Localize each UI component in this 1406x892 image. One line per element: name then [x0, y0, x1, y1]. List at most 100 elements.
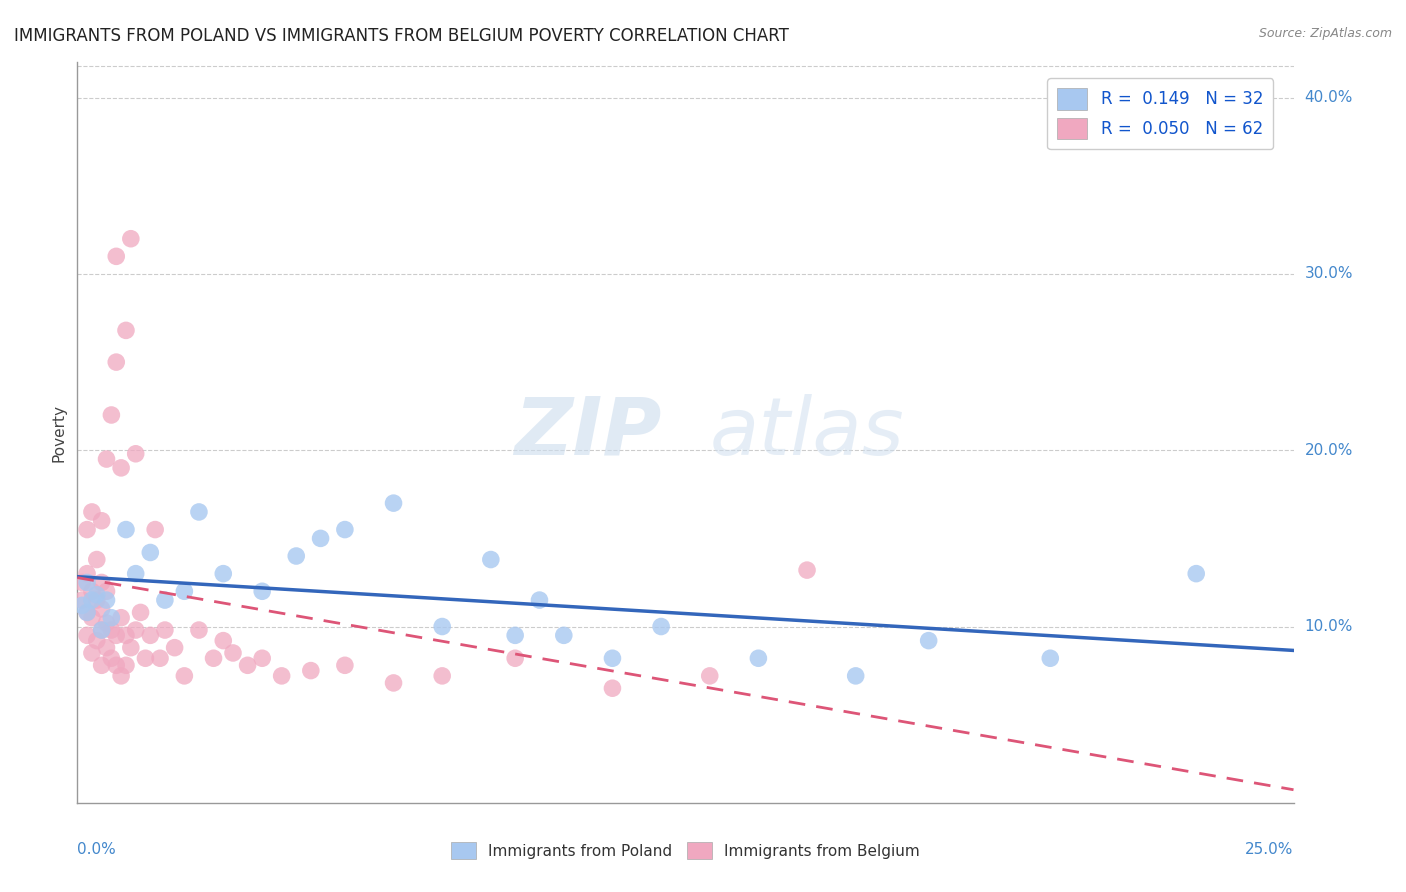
Point	[503, 628, 526, 642]
Point	[70, 599, 93, 613]
Point	[188, 505, 211, 519]
Point	[202, 651, 225, 665]
Point	[96, 615, 118, 630]
Text: 25.0%: 25.0%	[1246, 842, 1294, 856]
Point	[430, 619, 453, 633]
Point	[86, 593, 108, 607]
Point	[80, 593, 103, 607]
Point	[212, 566, 235, 581]
Point	[333, 658, 356, 673]
Point	[163, 640, 186, 655]
Point	[115, 323, 138, 337]
Point	[139, 628, 162, 642]
Point	[134, 651, 156, 665]
Point	[80, 646, 103, 660]
Point	[70, 575, 93, 590]
Text: 0.0%: 0.0%	[77, 842, 117, 856]
Point	[153, 623, 176, 637]
Point	[96, 593, 118, 607]
Point	[100, 651, 122, 665]
Point	[333, 523, 356, 537]
Point	[149, 651, 172, 665]
Point	[129, 606, 152, 620]
Point	[125, 566, 148, 581]
Point	[100, 408, 122, 422]
Point	[796, 563, 818, 577]
Point	[212, 633, 235, 648]
Legend: Immigrants from Poland, Immigrants from Belgium: Immigrants from Poland, Immigrants from …	[446, 836, 925, 865]
Point	[430, 669, 453, 683]
Point	[76, 628, 98, 642]
Text: 30.0%: 30.0%	[1305, 267, 1353, 282]
Point	[86, 552, 108, 566]
Point	[80, 610, 103, 624]
Point	[110, 461, 132, 475]
Point	[90, 575, 112, 590]
Point	[479, 552, 502, 566]
Point	[105, 658, 128, 673]
Point	[115, 628, 138, 642]
Point	[76, 523, 98, 537]
Text: Source: ZipAtlas.com: Source: ZipAtlas.com	[1258, 27, 1392, 40]
Point	[80, 505, 103, 519]
Point	[115, 658, 138, 673]
Point	[602, 651, 624, 665]
Point	[918, 633, 941, 648]
Text: atlas: atlas	[710, 393, 904, 472]
Point	[76, 606, 98, 620]
Point	[139, 545, 162, 559]
Point	[115, 523, 138, 537]
Point	[747, 651, 769, 665]
Point	[120, 640, 142, 655]
Text: 10.0%: 10.0%	[1305, 619, 1353, 634]
Point	[105, 249, 128, 263]
Point	[285, 549, 308, 563]
Point	[382, 676, 405, 690]
Point	[250, 651, 273, 665]
Point	[1185, 566, 1208, 581]
Point	[125, 447, 148, 461]
Point	[90, 658, 112, 673]
Point	[86, 633, 108, 648]
Point	[382, 496, 405, 510]
Point	[86, 588, 108, 602]
Point	[96, 584, 118, 599]
Y-axis label: Poverty: Poverty	[51, 403, 66, 462]
Point	[529, 593, 551, 607]
Point	[105, 628, 128, 642]
Point	[96, 640, 118, 655]
Point	[602, 681, 624, 696]
Point	[110, 669, 132, 683]
Point	[553, 628, 575, 642]
Text: ZIP: ZIP	[513, 393, 661, 472]
Point	[309, 532, 332, 546]
Text: 20.0%: 20.0%	[1305, 442, 1353, 458]
Text: 40.0%: 40.0%	[1305, 90, 1353, 105]
Point	[100, 610, 122, 624]
Point	[188, 623, 211, 637]
Point	[90, 623, 112, 637]
Point	[222, 646, 245, 660]
Point	[90, 602, 112, 616]
Point	[153, 593, 176, 607]
Point	[80, 584, 103, 599]
Point	[110, 610, 132, 624]
Point	[270, 669, 292, 683]
Point	[250, 584, 273, 599]
Point	[299, 664, 322, 678]
Point	[90, 514, 112, 528]
Point	[503, 651, 526, 665]
Point	[100, 623, 122, 637]
Point	[105, 355, 128, 369]
Point	[699, 669, 721, 683]
Point	[1039, 651, 1062, 665]
Point	[96, 452, 118, 467]
Point	[173, 669, 195, 683]
Point	[143, 523, 166, 537]
Point	[845, 669, 868, 683]
Point	[70, 593, 93, 607]
Point	[76, 566, 98, 581]
Point	[120, 232, 142, 246]
Point	[90, 623, 112, 637]
Point	[236, 658, 259, 673]
